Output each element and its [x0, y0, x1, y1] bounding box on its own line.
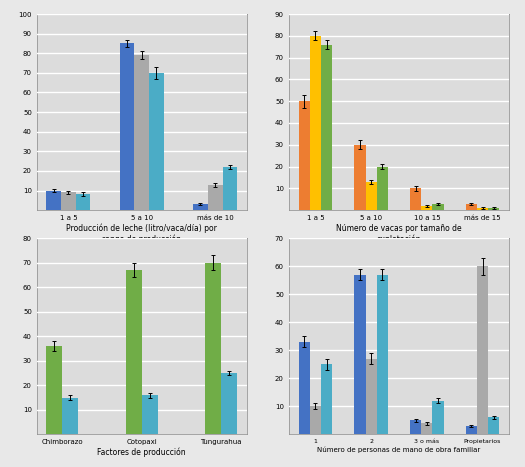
Bar	[433, 401, 444, 434]
Bar	[126, 270, 142, 434]
X-axis label: Número de vacas por tamaño de
explotación: Número de vacas por tamaño de explotació…	[336, 224, 462, 244]
Bar	[365, 359, 377, 434]
Bar	[433, 204, 444, 210]
Bar	[477, 266, 488, 434]
Bar	[354, 275, 365, 434]
Text: (b): (b)	[391, 351, 407, 361]
X-axis label: Número de personas de mano de obra familiar: Número de personas de mano de obra famil…	[318, 447, 480, 453]
Bar	[120, 43, 134, 210]
Bar	[421, 423, 433, 434]
Bar	[466, 204, 477, 210]
Bar	[365, 182, 377, 210]
Bar	[310, 406, 321, 434]
Bar	[223, 167, 237, 210]
Bar	[410, 188, 421, 210]
Bar	[62, 397, 78, 434]
Bar	[321, 44, 332, 210]
X-axis label: Factores de producción: Factores de producción	[98, 448, 186, 458]
Bar	[354, 145, 365, 210]
Bar	[149, 73, 164, 210]
Bar	[46, 346, 62, 434]
Bar	[134, 55, 149, 210]
Bar	[488, 417, 499, 434]
Bar	[377, 167, 388, 210]
Bar	[310, 36, 321, 210]
Legend: Chimborazo, Cotopaxi, Tungurahua: Chimborazo, Cotopaxi, Tungurahua	[40, 298, 173, 309]
Text: (a): (a)	[134, 351, 150, 361]
Bar	[477, 208, 488, 210]
Bar	[299, 342, 310, 434]
Bar	[488, 208, 499, 210]
X-axis label: Producción de leche (litro/vaca/día) por
rango de producción: Producción de leche (litro/vaca/día) por…	[66, 224, 217, 244]
Bar	[205, 262, 222, 434]
Bar	[46, 191, 61, 210]
Bar	[76, 194, 90, 210]
Bar	[321, 364, 332, 434]
Bar	[299, 101, 310, 210]
Bar	[61, 192, 76, 210]
Bar	[421, 206, 433, 210]
Bar	[142, 395, 157, 434]
Bar	[208, 184, 223, 210]
Legend: Chimborazo, Cotopaxi, Tungurahua: Chimborazo, Cotopaxi, Tungurahua	[292, 298, 425, 309]
Bar	[466, 426, 477, 434]
Bar	[377, 275, 388, 434]
Bar	[193, 204, 208, 210]
Bar	[410, 420, 421, 434]
Bar	[222, 373, 237, 434]
